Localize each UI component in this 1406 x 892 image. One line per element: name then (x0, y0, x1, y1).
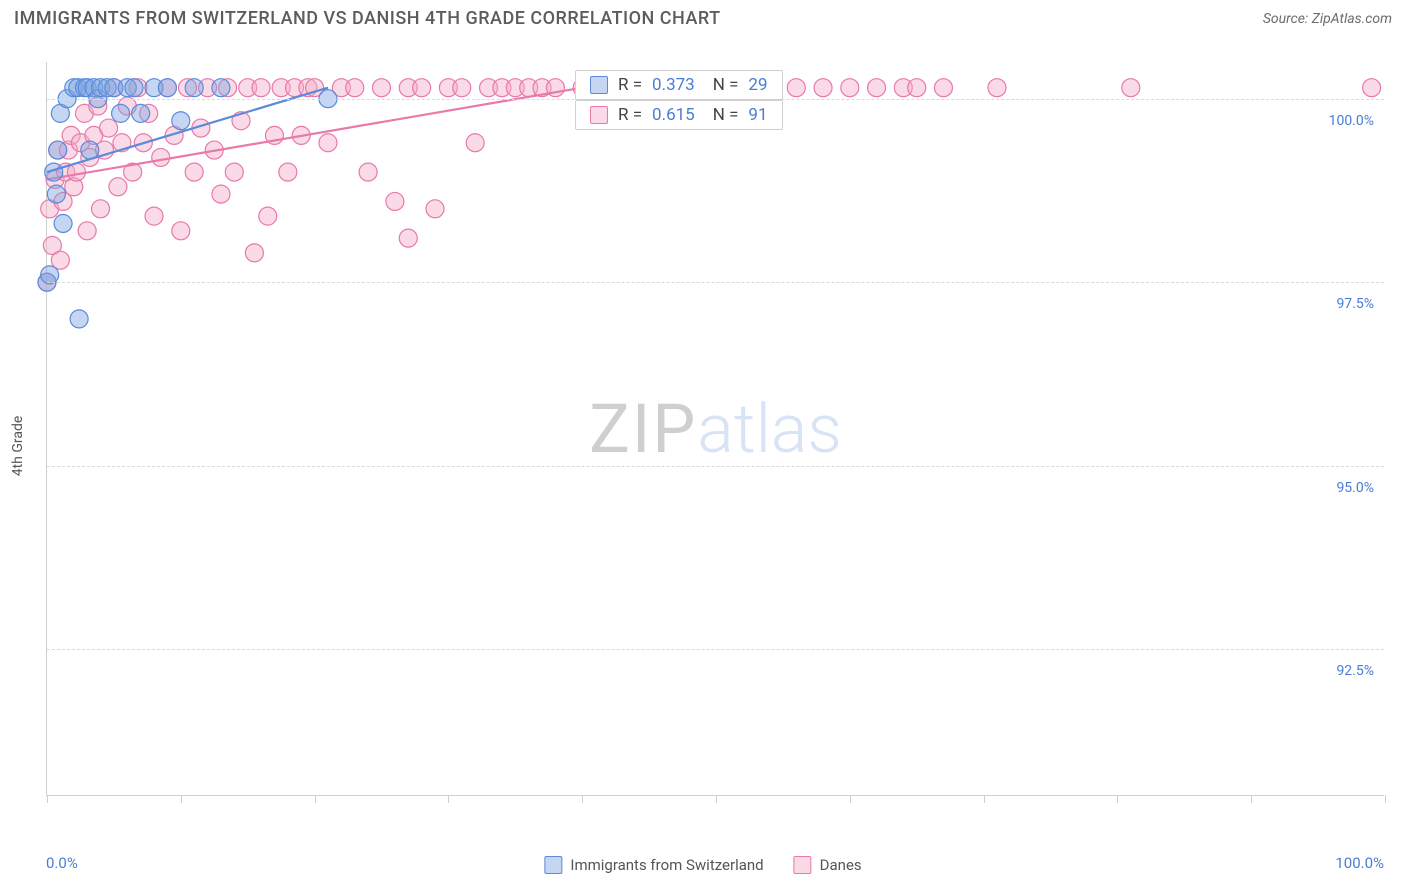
data-point (319, 134, 337, 152)
data-point (346, 79, 364, 97)
data-point (132, 104, 150, 122)
x-tick-mark (1385, 795, 1386, 803)
data-point (426, 200, 444, 218)
stat-n-label: N = (713, 75, 739, 95)
data-point (185, 163, 203, 181)
stat-r-value: 0.373 (652, 75, 695, 95)
x-tick-mark (1117, 795, 1118, 803)
stat-n-value: 91 (748, 105, 767, 125)
data-point (152, 148, 170, 166)
data-point (172, 222, 190, 240)
scatter-svg (47, 62, 1384, 795)
stat-r-value: 0.615 (652, 105, 695, 125)
data-point (466, 134, 484, 152)
legend-swatch (794, 856, 812, 874)
data-point (1122, 79, 1140, 97)
series-swatch (590, 106, 608, 124)
y-tick-label: 92.5% (1334, 663, 1376, 679)
gridline (47, 649, 1384, 650)
data-point (109, 178, 127, 196)
data-point (185, 79, 203, 97)
legend-label: Immigrants from Switzerland (570, 856, 763, 874)
y-tick-label: 95.0% (1334, 480, 1376, 496)
x-axis-min-label: 0.0% (46, 854, 78, 872)
data-point (145, 207, 163, 225)
legend-swatch (544, 856, 562, 874)
x-tick-mark (716, 795, 717, 803)
x-axis-max-label: 100.0% (1335, 854, 1384, 872)
y-tick-label: 100.0% (1327, 113, 1376, 129)
plot-area: ZIPatlas 92.5%95.0%97.5%100.0%R =0.373N … (46, 62, 1384, 796)
legend: Immigrants from Switzerland Danes (544, 856, 861, 874)
data-point (359, 163, 377, 181)
data-point (54, 214, 72, 232)
data-point (252, 79, 270, 97)
data-point (112, 104, 130, 122)
x-tick-mark (1251, 795, 1252, 803)
data-point (78, 222, 96, 240)
data-point (49, 141, 67, 159)
legend-label: Danes (820, 856, 862, 874)
data-point (399, 229, 417, 247)
y-axis-label: 4th Grade (10, 416, 26, 477)
x-tick-mark (582, 795, 583, 803)
data-point (100, 119, 118, 137)
data-point (212, 79, 230, 97)
stat-n-label: N = (713, 105, 739, 125)
stat-r-label: R = (618, 75, 642, 95)
x-tick-mark (984, 795, 985, 803)
correlation-stat-box: R = 0.373 N = 29 (575, 70, 783, 100)
data-point (787, 79, 805, 97)
stat-n-value: 29 (748, 75, 767, 95)
x-tick-mark (181, 795, 182, 803)
data-point (841, 79, 859, 97)
data-point (158, 79, 176, 97)
data-point (868, 79, 886, 97)
chart-header: IMMIGRANTS FROM SWITZERLAND VS DANISH 4T… (0, 0, 1406, 35)
data-point (92, 200, 110, 218)
data-point (70, 310, 88, 328)
data-point (172, 112, 190, 130)
x-tick-mark (850, 795, 851, 803)
data-point (988, 79, 1006, 97)
data-point (212, 185, 230, 203)
data-point (225, 163, 243, 181)
data-point (908, 79, 926, 97)
data-point (125, 79, 143, 97)
stat-r-label: R = (618, 105, 642, 125)
x-tick-mark (448, 795, 449, 803)
gridline (47, 282, 1384, 283)
data-point (279, 163, 297, 181)
gridline (47, 466, 1384, 467)
data-point (259, 207, 277, 225)
data-point (934, 79, 952, 97)
chart-title: IMMIGRANTS FROM SWITZERLAND VS DANISH 4T… (14, 8, 721, 29)
x-tick-mark (315, 795, 316, 803)
legend-item: Danes (794, 856, 862, 874)
data-point (245, 244, 263, 262)
x-tick-mark (47, 795, 48, 803)
data-point (386, 192, 404, 210)
source-credit: Source: ZipAtlas.com (1263, 11, 1392, 27)
data-point (1363, 79, 1381, 97)
y-tick-label: 97.5% (1334, 296, 1376, 312)
data-point (47, 185, 65, 203)
data-point (453, 79, 471, 97)
correlation-stat-box: R = 0.615 N = 91 (575, 100, 783, 130)
data-point (814, 79, 832, 97)
series-swatch (590, 76, 608, 94)
data-point (413, 79, 431, 97)
data-point (373, 79, 391, 97)
legend-item: Immigrants from Switzerland (544, 856, 763, 874)
data-point (41, 266, 59, 284)
